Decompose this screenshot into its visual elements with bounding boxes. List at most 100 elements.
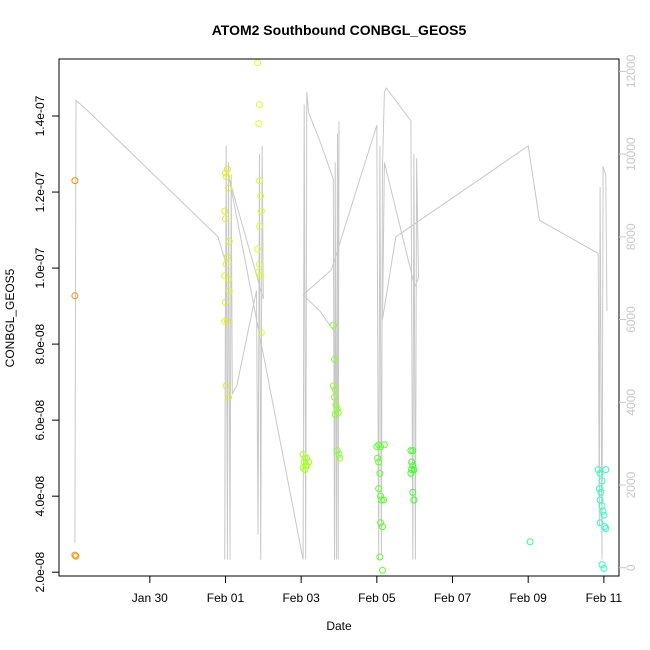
x-tick-label: Feb 05 xyxy=(358,591,396,605)
data-point xyxy=(256,222,263,230)
data-point xyxy=(221,207,229,215)
data-point xyxy=(71,292,79,300)
data-point xyxy=(222,169,229,177)
data-point xyxy=(299,450,307,458)
y-right-tick-label: 2000 xyxy=(624,471,638,498)
data-point xyxy=(257,272,265,280)
data-point xyxy=(331,386,339,394)
plot-frame xyxy=(58,58,620,577)
data-point xyxy=(71,177,79,185)
y-tick-label: 6.0e-08 xyxy=(33,399,47,440)
data-point xyxy=(329,382,337,390)
x-tick-label: Feb 03 xyxy=(282,591,320,605)
data-point xyxy=(223,173,231,181)
data-point xyxy=(332,401,340,409)
data-point xyxy=(598,561,606,569)
data-point xyxy=(221,272,229,280)
data-point xyxy=(408,458,416,466)
y-right-tick-label: 8000 xyxy=(624,223,638,250)
x-tick-label: Feb 09 xyxy=(510,591,548,605)
data-point xyxy=(526,538,534,546)
data-point xyxy=(305,458,313,466)
data-point xyxy=(408,466,416,474)
y-tick-label: 1.4e-07 xyxy=(33,95,47,136)
data-point xyxy=(301,466,309,474)
data-point xyxy=(256,177,263,185)
altitude-line xyxy=(74,87,608,560)
data-point xyxy=(375,458,383,466)
data-point xyxy=(71,551,79,559)
data-point xyxy=(72,552,80,560)
data-point xyxy=(257,329,265,337)
data-point xyxy=(376,469,384,477)
data-point xyxy=(222,298,229,306)
data-point xyxy=(598,477,606,485)
data-point xyxy=(255,268,263,276)
data-point xyxy=(303,462,311,470)
data-point xyxy=(255,120,263,128)
data-point xyxy=(336,454,344,462)
data-point xyxy=(376,553,384,561)
data-point xyxy=(597,488,605,496)
data-point xyxy=(225,238,233,245)
y-tick-label: 4.0e-08 xyxy=(33,475,47,516)
y-tick-label: 1.2e-07 xyxy=(33,171,47,212)
data-point xyxy=(595,485,603,493)
data-point xyxy=(301,454,309,462)
data-point xyxy=(221,317,229,325)
data-point xyxy=(225,276,232,283)
data-point xyxy=(331,410,339,418)
y-right-tick-label: 10000 xyxy=(624,137,638,171)
chart-title: ATOM2 Southbound CONBGL_GEOS5 xyxy=(212,22,467,38)
x-tick-label: Feb 11 xyxy=(586,591,623,605)
data-point xyxy=(333,447,341,455)
x-tick-label: Feb 07 xyxy=(434,591,472,605)
data-point xyxy=(379,523,386,531)
data-point xyxy=(222,215,229,223)
x-tick-label: Jan 30 xyxy=(132,591,168,605)
data-point xyxy=(223,253,231,261)
data-point xyxy=(223,165,231,173)
data-point xyxy=(254,245,262,253)
data-point xyxy=(377,519,385,527)
data-point xyxy=(222,382,230,390)
y-axis-left: 2.0e-08 4.0e-08 6.0e-08 8.0e-08 1.0e-07 1.2e-… xyxy=(33,95,59,593)
data-point xyxy=(407,469,415,477)
y-axis-right: 0 2000 4000 6000 8000 10000 12000 xyxy=(619,54,638,571)
y-right-tick-label: 0 xyxy=(624,564,638,571)
x-tick-label: Feb 01 xyxy=(207,591,245,605)
y-tick-label: 8.0e-08 xyxy=(33,323,47,364)
data-point xyxy=(335,450,343,458)
data-point xyxy=(225,287,233,295)
data-point xyxy=(410,496,418,504)
y-right-tick-label: 6000 xyxy=(624,306,638,333)
x-axis-label: Date xyxy=(326,619,352,633)
data-point xyxy=(409,447,417,455)
data-point xyxy=(374,454,382,462)
data-point xyxy=(225,184,232,192)
data-point xyxy=(602,525,610,532)
data-point xyxy=(256,101,263,109)
y-tick-label: 1.0e-07 xyxy=(33,247,47,288)
data-point xyxy=(601,523,609,531)
data-point xyxy=(223,317,231,325)
data-point xyxy=(407,447,415,455)
data-point xyxy=(377,443,385,451)
data-point xyxy=(225,393,232,401)
data-point xyxy=(377,496,385,504)
data-point xyxy=(602,466,610,474)
data-point xyxy=(409,488,417,496)
altitude-series-layer xyxy=(74,87,608,560)
data-point xyxy=(331,393,338,401)
data-point xyxy=(596,519,604,527)
data-point xyxy=(409,462,417,470)
data-point xyxy=(594,466,602,474)
y-axis-label: CONBGL_GEOS5 xyxy=(3,268,17,367)
data-point xyxy=(303,454,311,462)
y-right-tick-label: 4000 xyxy=(624,389,638,416)
x-axis: Jan 30 Feb 01 Feb 03 Feb 05 Feb 07 Feb 09 Feb … xyxy=(132,576,623,605)
data-point xyxy=(329,321,337,329)
